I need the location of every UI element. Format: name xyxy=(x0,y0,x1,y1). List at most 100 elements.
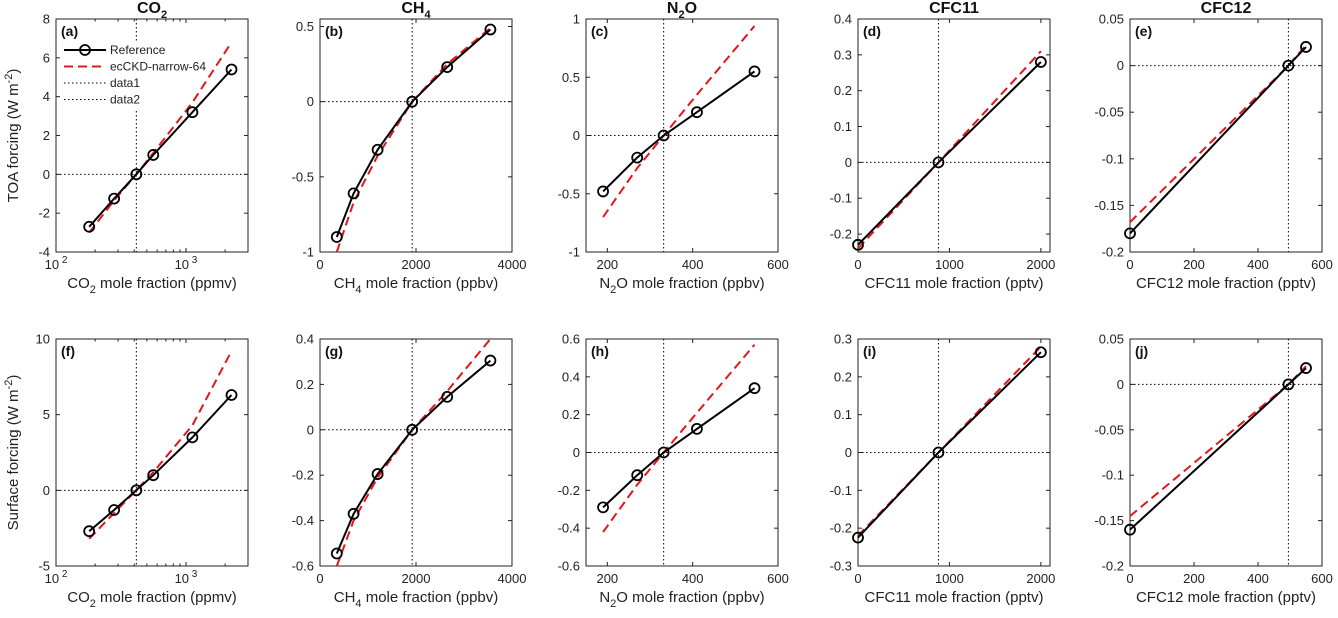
panel-label: (d) xyxy=(863,23,881,39)
plot-frame xyxy=(319,338,513,567)
y-axis-label-sup: -2 xyxy=(3,380,15,390)
y-tick-label: -0.5 xyxy=(292,169,314,184)
y-tick-label: -0.2 xyxy=(830,227,852,242)
reference-point xyxy=(484,23,497,36)
panel-title: CH4 xyxy=(401,0,431,21)
x-tick-label: 0 xyxy=(1126,257,1133,272)
x-axis-label-main: N xyxy=(599,589,610,606)
x-axis-label-sub: 4 xyxy=(355,284,361,296)
panel-label: (i) xyxy=(863,343,876,359)
panel-label: (h) xyxy=(591,343,609,359)
ecckd-line xyxy=(335,27,492,253)
reference-point xyxy=(1124,523,1136,536)
y-axis-label-tail: ) xyxy=(5,375,22,380)
x-axis-label-sub: 2 xyxy=(610,284,616,296)
x-axis-label-tail: mole fraction (ppbv) xyxy=(362,275,499,292)
y-tick-label: 0 xyxy=(573,128,580,143)
y-axis-label-sup: -2 xyxy=(3,74,15,84)
x-tick-label: 600 xyxy=(1311,571,1333,586)
y-tick-label: -1 xyxy=(568,245,580,260)
reference-point xyxy=(108,192,121,205)
legend-box xyxy=(62,41,162,109)
reference-point xyxy=(631,469,644,482)
legend-label: ecCKD-narrow-64 xyxy=(110,60,206,74)
plot-frame xyxy=(1129,18,1323,253)
reference-point xyxy=(130,168,143,181)
x-tick-label: 0 xyxy=(854,257,861,272)
reference-point xyxy=(852,238,864,251)
ecckd-line xyxy=(335,338,492,567)
y-tick-label: 4 xyxy=(43,89,50,104)
y-tick-label: 0 xyxy=(1117,377,1124,392)
y-tick-label: -0.4 xyxy=(558,521,580,536)
x-axis-label-main: CO xyxy=(67,589,90,606)
reference-point xyxy=(484,354,497,367)
x-axis-label: CFC11 mole fraction (pptv) xyxy=(865,589,1044,606)
x-tick-label-base: 10 xyxy=(175,257,189,272)
y-tick-label: -0.05 xyxy=(1094,105,1124,120)
panel-title-sub: 4 xyxy=(424,9,431,21)
reference-point xyxy=(347,187,360,200)
x-axis-label: CFC11 mole fraction (pptv) xyxy=(865,275,1044,292)
panel-h: -0.6 -0.4 -0.2 0 0.2 0.4 0.6 200 400 600 (h) N2O mo… xyxy=(558,332,789,611)
x-tick-label: 400 xyxy=(1247,257,1269,272)
reference-point xyxy=(83,525,96,538)
x-tick-label: 200 xyxy=(596,571,618,586)
panel-title: CFC11 xyxy=(929,0,979,17)
y-tick-label: 0.4 xyxy=(562,369,580,384)
x-tick-label: 0 xyxy=(316,571,323,586)
reference-point xyxy=(225,389,238,401)
panel-label: (g) xyxy=(325,343,343,359)
y-tick-label: 0 xyxy=(845,155,852,170)
panel-label: (b) xyxy=(325,23,343,39)
y-tick-label: -0.6 xyxy=(292,559,314,574)
legend-marker-reference xyxy=(79,44,91,56)
panel-title: CFC12 xyxy=(1201,0,1252,17)
x-axis-label-main: CFC11 mole fraction (pptv) xyxy=(865,589,1044,606)
reference-line xyxy=(1129,46,1307,235)
panel-title-main: N xyxy=(667,0,679,17)
y-axis-label-main: Surface forcing (W m xyxy=(5,389,22,530)
y-tick-label: -0.1 xyxy=(830,191,852,206)
x-tick-label: 200 xyxy=(596,257,618,272)
reference-point xyxy=(852,531,864,544)
reference-line xyxy=(857,61,1042,246)
reference-line xyxy=(88,68,233,228)
x-axis-label-sub: 4 xyxy=(355,598,361,610)
x-tick-label: 2000 xyxy=(1026,571,1055,586)
reference-point xyxy=(597,185,609,198)
y-tick-label: 6 xyxy=(43,50,50,65)
x-tick-label: 2000 xyxy=(1026,257,1055,272)
reference-point xyxy=(1300,362,1312,374)
y-tick-label: 1 xyxy=(573,12,580,27)
reference-point xyxy=(330,231,343,243)
reference-point xyxy=(1282,59,1295,72)
y-axis-label-tail: ) xyxy=(5,69,22,74)
reference-line xyxy=(602,387,756,509)
y-tick-label: -0.05 xyxy=(1094,422,1124,437)
panel-title-main: CFC12 xyxy=(1201,0,1252,17)
x-tick-label-exp: 3 xyxy=(189,569,198,580)
x-tick-label: 600 xyxy=(767,257,789,272)
x-tick-label: 10 3 xyxy=(175,569,198,586)
x-tick-label: 4000 xyxy=(498,257,527,272)
x-tick-label-exp: 2 xyxy=(59,569,68,580)
panel-title-main: CO xyxy=(137,0,161,17)
panel-title-main: CH xyxy=(401,0,424,17)
y-tick-label: -1 xyxy=(302,245,314,260)
legend-label: data2 xyxy=(110,93,140,107)
y-tick-label: 10 xyxy=(36,332,50,347)
y-tick-label: 0.3 xyxy=(834,332,852,347)
reference-point xyxy=(1300,41,1312,53)
y-tick-label: -0.1 xyxy=(1102,468,1124,483)
reference-point xyxy=(657,129,670,142)
reference-point xyxy=(406,423,419,436)
reference-point xyxy=(441,61,454,74)
y-tick-label: 0.2 xyxy=(296,377,314,392)
y-axis-label-main: TOA forcing (W m xyxy=(5,83,22,202)
x-tick-label: 10 3 xyxy=(175,255,198,272)
x-tick-label-base: 10 xyxy=(45,571,59,586)
panel-label: (a) xyxy=(61,23,78,39)
panel-g: -0.6 -0.4 -0.2 0 0.2 0.4 0 2000 4000 (g) CH4 mole … xyxy=(292,332,527,611)
